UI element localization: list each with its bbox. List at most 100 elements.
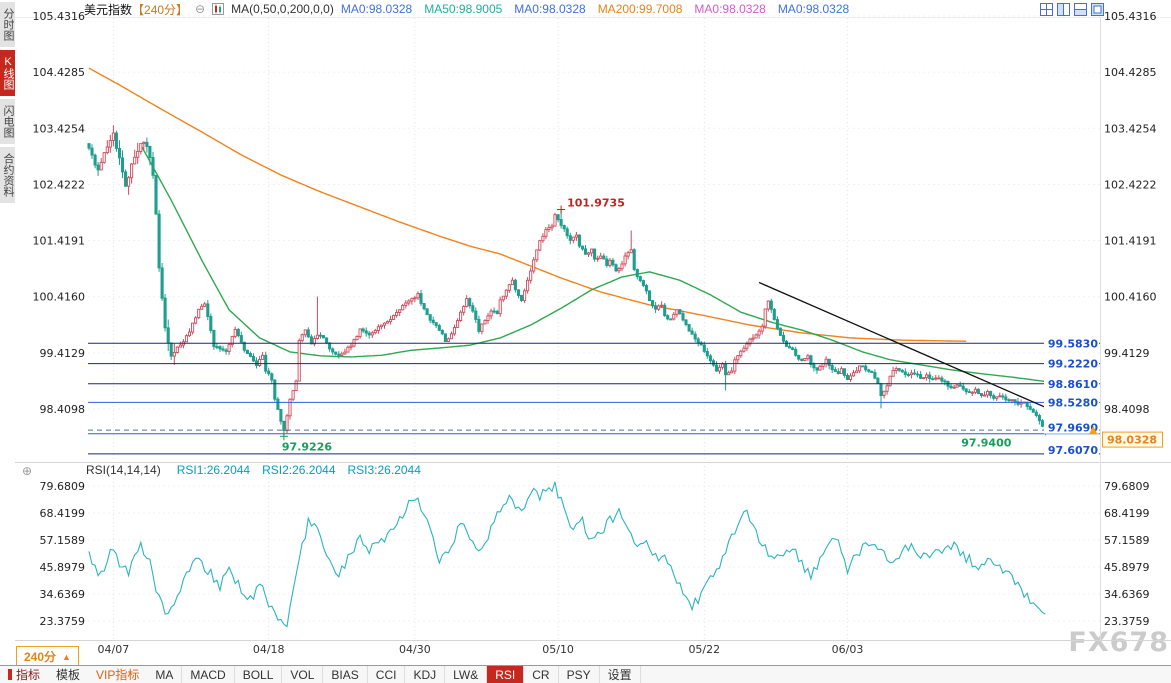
macd-tab[interactable]: MACD [182,666,235,683]
ma-tab[interactable]: MA [147,666,183,683]
kdj-tab[interactable]: KDJ [405,666,446,683]
rsi-tab[interactable]: RSI [487,666,525,683]
price-axis-label-left: 99.4129 [40,347,86,360]
level-price-label: 97.9690 [1048,422,1098,435]
indicators-menu[interactable]: 指标 [0,666,48,683]
psy-tab[interactable]: PSY [559,666,600,683]
level-price-label: 98.5280 [1048,396,1098,409]
circle-minus-icon[interactable]: ⊖ [195,2,206,16]
settings-tab[interactable]: 设置 [600,666,641,683]
price-axis-label-left: 98.4098 [40,403,86,416]
ma-value: MA0:98.0328 [777,2,850,16]
price-axis-label-right: 101.4191 [1104,235,1157,248]
rsi-value: RSI3:26.2044 [347,463,421,477]
date-axis-label: 04/07 [98,643,130,656]
price-axis-label-left: 105.4316 [33,10,86,23]
price-axis-label-left: 104.4285 [33,66,86,79]
kline-chart-tab[interactable]: K线图 [0,50,15,96]
level-price-label: 99.5830 [1048,337,1098,350]
bottom-toolbar: 指标 模板 VIP指标 MA MACD BOLL VOL BIAS CCI KDJ LW& RSI CR… [0,665,1171,683]
watermark-fx678: FX678 [1068,627,1169,658]
period-selector[interactable]: 240分 ▲ [16,646,79,667]
ma-values: MA0:98.0328 MA50:98.9005 MA0:98.0328 MA200:… [341,2,849,16]
current-price-box: 98.0328 [1102,431,1163,448]
layout-icons [1040,3,1104,16]
rsi-axis-label-right: 79.6809 [1104,480,1150,493]
left-sidebar: 分时图 K线图闪电图合约资料 [0,0,15,683]
period-selector-label: 240分 [24,650,57,664]
cr-tab[interactable]: CR [524,666,559,683]
price-axis-label-right: 104.4285 [1104,66,1157,79]
date-axis-label: 06/03 [832,643,864,656]
price-axis-label-right: 98.4098 [1104,403,1150,416]
vol-tab[interactable]: VOL [282,666,324,683]
rsi-axis-label-left: 57.1589 [40,534,86,547]
bias-tab[interactable]: BIAS [323,666,368,683]
date-axis-label: 04/30 [399,643,431,656]
rsi-axis-label-right: 34.6369 [1104,588,1150,601]
up-triangle-icon: ▲ [1089,423,1098,436]
ma-group-label: MA(0,50,0,200,0,0) [231,2,334,16]
price-annotation: 97.9400 [961,436,1011,449]
ma50-line [140,144,1046,383]
price-axis-label-right: 102.4222 [1104,178,1157,191]
ma-value: MA0:98.0328 [340,2,413,16]
rsi-axis-label-right: 68.4199 [1104,507,1150,520]
lwr-tab[interactable]: LW& [445,666,488,683]
ma-value: MA0:98.0328 [694,2,766,16]
price-axis-label-left: 101.4191 [33,235,86,248]
rsi-axis-label-right: 23.3759 [1104,615,1150,628]
rsi-line [88,481,1046,628]
contract-info-tab[interactable]: 合约资料 [0,147,15,203]
circle-plus-icon[interactable]: ⊕ [22,464,33,478]
ma-value: MA0:98.0328 [514,2,586,16]
level-price-label: 98.8610 [1048,378,1098,391]
boll-tab[interactable]: BOLL [235,666,283,683]
layout-columns-icon[interactable] [1057,3,1070,16]
price-axis-label-left: 100.4160 [33,291,86,304]
rsi-axis-label-left: 23.3759 [40,615,86,628]
level-price-label: 99.2220 [1048,358,1098,371]
time-chart-tab[interactable]: 分时图 [0,2,15,47]
candlestick-icon [212,3,225,15]
layout-rows-icon[interactable] [1074,3,1087,16]
instrument-name: 美元指数 [84,2,133,17]
ma-value: MA200:99.7008 [597,2,683,16]
rsi-axis-label-left: 34.6369 [40,588,86,601]
price-axis-label-right: 99.4129 [1104,347,1150,360]
price-axis-label-left: 103.4254 [33,122,86,135]
price-axis-label-right: 105.4316 [1104,10,1157,23]
chart-header: 美元指数【240分】 ⊖ MA(0,50,0,200,0,0) MA0:98.0… [84,1,849,17]
rsi-value: RSI2:26.2044 [262,463,336,477]
level-price-label: 97.6070 [1048,444,1098,457]
date-axis-label: 05/10 [542,643,574,656]
instrument-title: 美元指数【240分】 [84,1,188,18]
rsi-axis-label-left: 68.4199 [40,507,86,520]
date-axis-label: 05/22 [688,643,720,656]
period-label: 【240分】 [132,2,189,17]
rsi-axis-label-right: 57.1589 [1104,534,1150,547]
ma-value: MA50:98.9005 [424,2,503,16]
up-triangle-icon: ▲ [62,651,71,662]
svg-text:98.0328: 98.0328 [1107,434,1157,447]
templates-menu[interactable]: 模板 [56,668,81,682]
rsi-axis-label-right: 45.8979 [1104,561,1150,574]
ma200-line [88,67,967,342]
rsi-axis-label-left: 79.6809 [40,480,86,493]
red-block-icon [8,669,12,680]
trend-line[interactable] [758,281,1046,408]
price-axis-label-left: 102.4222 [33,178,86,191]
rsi-values: RSI1:26.2044 RSI2:26.2044 RSI3:26.2044 [177,463,421,477]
price-axis-label-right: 103.4254 [1104,122,1157,135]
vip-indicators-menu[interactable]: VIP指标 [96,668,140,682]
rsi-value: RSI1:26.2044 [176,463,251,477]
layout-quad-icon[interactable] [1040,3,1053,16]
rsi-header: RSI(14,14,14) RSI1:26.2044 RSI2:26.2044 RS… [86,463,421,477]
rsi-axis-label-left: 45.8979 [40,561,86,574]
rsi-indicator-label: RSI(14,14,14) [86,463,161,477]
layout-single-icon[interactable] [1091,3,1104,16]
cci-tab[interactable]: CCI [368,666,406,683]
flash-chart-tab[interactable]: 闪电图 [0,99,15,144]
price-annotation: 101.9735 [567,197,625,210]
